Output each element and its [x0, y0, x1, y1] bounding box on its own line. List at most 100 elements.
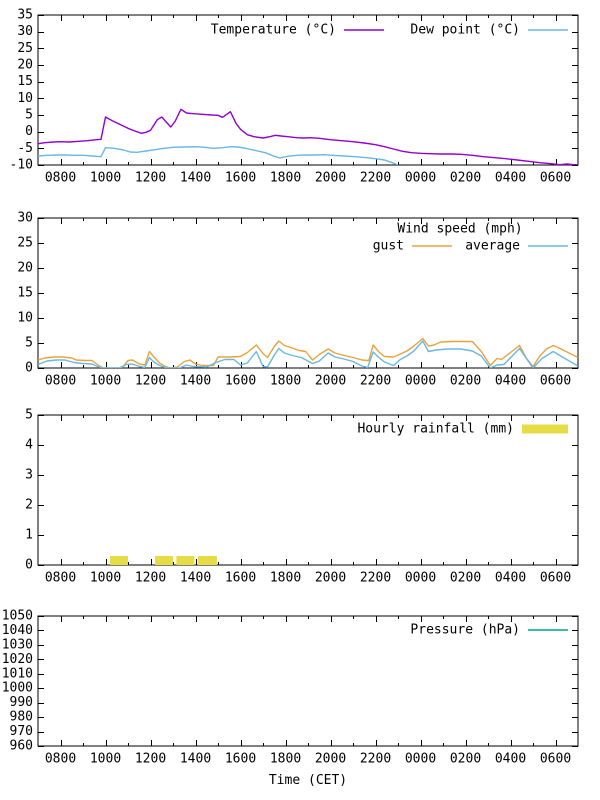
legend-label-gust: gust — [373, 239, 404, 254]
y-tick-label: 5 — [25, 336, 33, 351]
temperature-c-line — [38, 108, 578, 165]
x-tick-label: 1200 — [135, 374, 166, 389]
legend-title: Wind speed (mph) — [397, 222, 522, 237]
x-tick-label: 2000 — [315, 571, 346, 586]
x-tick-label: 1400 — [180, 171, 211, 186]
legend-label-temperature-c: Temperature (°C) — [211, 23, 336, 38]
x-tick-label: 2200 — [360, 752, 391, 767]
x-tick-label: 1600 — [225, 752, 256, 767]
x-tick-label: 1000 — [90, 571, 121, 586]
y-tick-label: 1020 — [2, 652, 33, 667]
x-tick-label: 1800 — [270, 171, 301, 186]
legend-label-hourly-rainfall-mm: Hourly rainfall (mm) — [357, 422, 514, 437]
x-tick-label: 2000 — [315, 752, 346, 767]
y-tick-label: 980 — [10, 710, 33, 725]
x-axis-label: Time (CET) — [268, 773, 348, 788]
y-tick-label: 30 — [17, 24, 33, 39]
x-tick-label: 2200 — [360, 171, 391, 186]
x-tick-label: 1400 — [180, 374, 211, 389]
legend-label-average: average — [465, 239, 520, 254]
rainfall-bar — [110, 556, 128, 565]
x-tick-label: 0400 — [495, 171, 526, 186]
x-tick-label: 1200 — [135, 571, 166, 586]
x-tick-label: 1200 — [135, 752, 166, 767]
y-tick-label: 10 — [17, 311, 33, 326]
x-tick-label: 0000 — [405, 171, 436, 186]
x-tick-label: 1800 — [270, 571, 301, 586]
x-tick-label: 1600 — [225, 171, 256, 186]
x-tick-label: 1400 — [180, 571, 211, 586]
y-tick-label: 2 — [25, 498, 33, 513]
x-tick-label: 0800 — [45, 571, 76, 586]
y-tick-label: 10 — [17, 91, 33, 106]
x-tick-label: 1800 — [270, 374, 301, 389]
x-tick-label: 0200 — [450, 374, 481, 389]
gust-line — [38, 337, 578, 368]
y-tick-label: 0 — [25, 361, 33, 376]
y-tick-label: 5 — [25, 108, 33, 123]
x-tick-label: 0400 — [495, 571, 526, 586]
y-tick-label: 3 — [25, 468, 33, 483]
plot-frame — [37, 14, 579, 166]
legend-swatch-hourly-rainfall-mm — [522, 424, 568, 434]
y-tick-label: 35 — [17, 8, 33, 23]
x-tick-label: 0600 — [540, 374, 571, 389]
x-tick-label: 2200 — [360, 374, 391, 389]
x-tick-label: 0600 — [540, 171, 571, 186]
y-tick-label: 1030 — [2, 637, 33, 652]
x-tick-label: 0000 — [405, 374, 436, 389]
y-tick-label: 15 — [17, 286, 33, 301]
y-tick-label: 1 — [25, 528, 33, 543]
x-tick-label: 0400 — [495, 374, 526, 389]
y-tick-label: 15 — [17, 74, 33, 89]
x-tick-label: 2200 — [360, 571, 391, 586]
y-tick-label: -10 — [10, 158, 33, 173]
y-tick-label: 1000 — [2, 681, 33, 696]
x-tick-label: 0800 — [45, 374, 76, 389]
x-tick-label: 0000 — [405, 571, 436, 586]
y-tick-label: 20 — [17, 58, 33, 73]
y-tick-label: 25 — [17, 41, 33, 56]
legend-label-pressure-hpa: Pressure (hPa) — [410, 623, 520, 638]
x-tick-label: 0600 — [540, 571, 571, 586]
x-tick-label: 0600 — [540, 752, 571, 767]
x-tick-label: 0400 — [495, 752, 526, 767]
x-tick-label: 2000 — [315, 374, 346, 389]
x-tick-label: 1600 — [225, 374, 256, 389]
rainfall-bar — [197, 556, 217, 565]
x-tick-label: 0800 — [45, 171, 76, 186]
x-tick-label: 0000 — [405, 752, 436, 767]
y-tick-label: 1050 — [2, 609, 33, 624]
y-tick-label: 0 — [25, 124, 33, 139]
rainfall-bar — [176, 556, 195, 565]
y-tick-label: 990 — [10, 695, 33, 710]
x-tick-label: 0200 — [450, 571, 481, 586]
panel-rainfall: 0800 1000 1200 1400 1600 1800 2000 2200 0000 0200… — [25, 408, 579, 586]
average-line — [38, 340, 578, 368]
panel-pressure: 0800 1000 1200 1400 1600 1800 2000 2200 0000 0200… — [2, 609, 579, 767]
y-tick-label: 970 — [10, 724, 33, 739]
x-tick-label: 1600 — [225, 571, 256, 586]
x-tick-label: 1200 — [135, 171, 166, 186]
y-tick-label: 1010 — [2, 666, 33, 681]
x-tick-label: 0800 — [45, 752, 76, 767]
dew-point-c-line — [38, 145, 399, 165]
y-tick-label: 30 — [17, 211, 33, 226]
panel-temperature: 0800 1000 1200 1400 1600 1800 2000 2200 0000 0200… — [10, 8, 579, 186]
x-tick-label: 1000 — [90, 171, 121, 186]
x-tick-label: 1800 — [270, 752, 301, 767]
y-tick-label: 0 — [25, 558, 33, 573]
y-tick-label: 20 — [17, 261, 33, 276]
x-tick-label: 0200 — [450, 752, 481, 767]
y-tick-label: 4 — [25, 438, 33, 453]
x-tick-label: 2000 — [315, 171, 346, 186]
rainfall-bar — [155, 556, 173, 565]
y-tick-label: 25 — [17, 236, 33, 251]
plot-frame — [37, 414, 579, 566]
x-tick-label: 1000 — [90, 752, 121, 767]
y-tick-label: 960 — [10, 739, 33, 754]
x-tick-label: 1000 — [90, 374, 121, 389]
x-tick-label: 1400 — [180, 752, 211, 767]
